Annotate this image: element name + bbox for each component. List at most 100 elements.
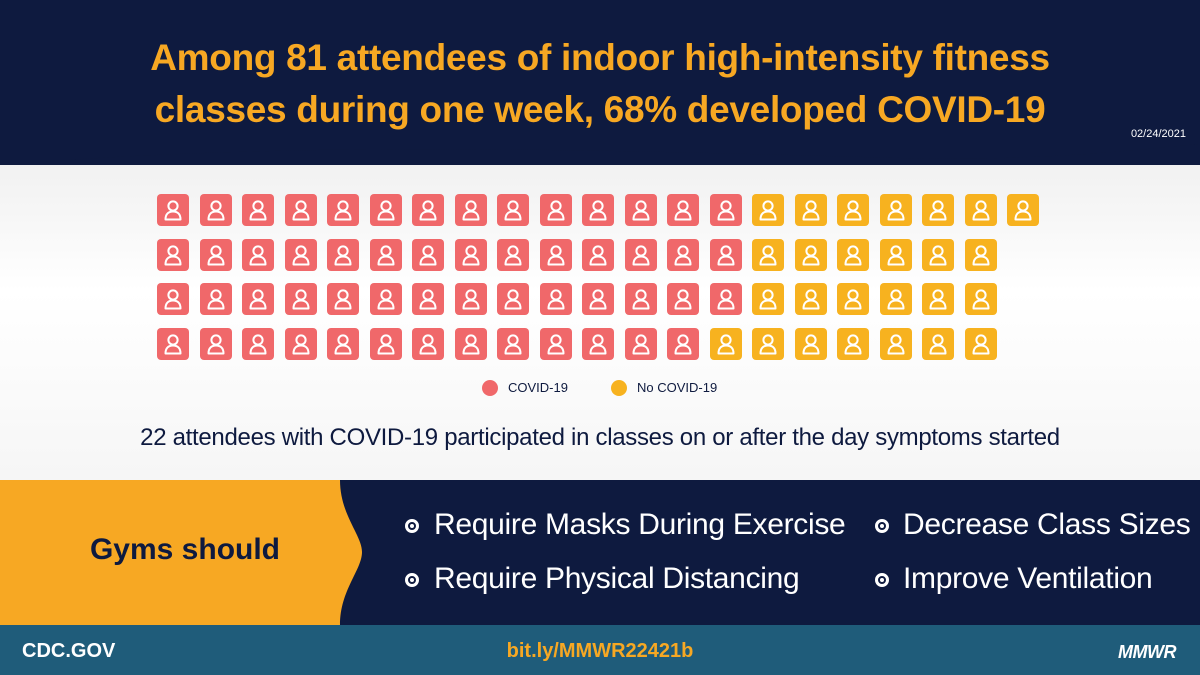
person-icon-no-covid (964, 283, 997, 315)
person-icon-covid (157, 194, 189, 226)
person-icon-covid (327, 194, 359, 226)
person-icon-covid (242, 238, 274, 271)
person-icon-covid (667, 327, 699, 360)
person-icon-covid (667, 194, 699, 226)
footer-cdc-link[interactable]: CDC.GOV (22, 640, 116, 662)
person-icon-covid (667, 238, 699, 271)
reco-ventilation: Improve Ventilation (903, 562, 1153, 595)
legend-label-no-covid: No COVID-19 (637, 380, 718, 395)
person-icon-covid (709, 238, 742, 271)
person-icon-no-covid (794, 238, 827, 271)
person-icon-no-covid (922, 283, 954, 315)
person-icon-covid (582, 194, 614, 226)
person-icon-covid (497, 327, 529, 360)
person-icon-covid (667, 283, 699, 315)
person-icon-no-covid (879, 194, 912, 226)
person-icon-covid (369, 194, 402, 226)
person-icon-covid (369, 283, 402, 315)
person-icon-covid (242, 283, 274, 315)
person-icon-covid (284, 283, 317, 315)
person-icon-no-covid (964, 238, 997, 271)
person-icon-covid (284, 194, 317, 226)
person-icon-no-covid (752, 327, 784, 360)
person-icon-no-covid (964, 327, 997, 360)
person-icon-no-covid (837, 194, 869, 226)
person-icon-covid (624, 238, 657, 271)
person-icon-covid (539, 238, 572, 271)
person-icon-no-covid (794, 327, 827, 360)
person-icon-covid (157, 327, 189, 360)
gyms-should-panel (0, 480, 370, 625)
gyms-should-heading: Gyms should (89, 533, 281, 566)
person-icon-covid (412, 238, 444, 271)
page-title: Among 81 attendees of indoor high-intens… (80, 32, 1120, 136)
person-icon-covid (369, 238, 402, 271)
wave-divider (0, 140, 1200, 165)
person-icon-no-covid (794, 194, 827, 226)
person-icon-covid (454, 194, 487, 226)
mmwr-logo: MMWR (1118, 642, 1176, 662)
bullet-icon (875, 519, 889, 533)
footer-bar (0, 625, 1200, 675)
person-icon-covid (199, 238, 232, 271)
legend: COVID-19 No COVID-19 (0, 378, 1200, 398)
header-banner: Among 81 attendees of indoor high-intens… (0, 0, 1200, 165)
footer-report-link[interactable]: bit.ly/MMWR22421b (506, 640, 694, 662)
person-icon-covid (624, 194, 657, 226)
person-icon-no-covid (879, 327, 912, 360)
icon-array (157, 194, 1057, 374)
legend-dot-covid (482, 380, 498, 396)
person-icon-covid (412, 194, 444, 226)
person-icon-no-covid (879, 283, 912, 315)
person-icon-covid (454, 283, 487, 315)
person-icon-covid (157, 238, 189, 271)
person-icon-covid (624, 283, 657, 315)
legend-dot-no-covid (611, 380, 627, 396)
legend-label-covid: COVID-19 (508, 380, 568, 395)
person-icon-covid (497, 194, 529, 226)
title-line-1: Among 81 attendees of indoor high-intens… (150, 37, 1050, 78)
person-icon-covid (284, 238, 317, 271)
person-icon-no-covid (879, 238, 912, 271)
person-icon-covid (199, 283, 232, 315)
person-icon-covid (497, 238, 529, 271)
person-icon-no-covid (922, 238, 954, 271)
title-line-2: classes during one week, 68% developed C… (154, 89, 1046, 130)
person-icon-no-covid (752, 194, 784, 226)
person-icon-covid (242, 327, 274, 360)
person-icon-covid (242, 194, 274, 226)
reco-masks: Require Masks During Exercise (434, 508, 846, 541)
person-icon-no-covid (922, 194, 954, 226)
person-icon-covid (709, 194, 742, 226)
person-icon-covid (369, 327, 402, 360)
person-icon-no-covid (837, 283, 869, 315)
bullet-icon (405, 573, 419, 587)
person-icon-covid (582, 283, 614, 315)
person-icon-covid (412, 283, 444, 315)
person-icon-covid (327, 283, 359, 315)
reco-distancing: Require Physical Distancing (434, 562, 800, 595)
person-icon-covid (199, 194, 232, 226)
person-icon-no-covid (752, 283, 784, 315)
person-icon-covid (582, 238, 614, 271)
reco-class-sizes: Decrease Class Sizes (903, 508, 1191, 541)
person-icon-covid (199, 327, 232, 360)
person-icon-no-covid (964, 194, 997, 226)
bullet-icon (405, 519, 419, 533)
person-icon-no-covid (794, 283, 827, 315)
person-icon-no-covid (709, 327, 742, 360)
person-icon-covid (624, 327, 657, 360)
person-icon-covid (454, 238, 487, 271)
bullet-icon (875, 573, 889, 587)
person-icon-covid (327, 327, 359, 360)
person-icon-covid (327, 238, 359, 271)
person-icon-covid (539, 327, 572, 360)
person-icon-covid (454, 327, 487, 360)
person-icon-covid (582, 327, 614, 360)
person-icon-no-covid (922, 327, 954, 360)
person-icon-no-covid (837, 238, 869, 271)
person-icon-no-covid (1007, 194, 1039, 226)
publication-date: 02/24/2021 (1130, 128, 1186, 140)
person-icon-covid (284, 327, 317, 360)
person-icon-no-covid (752, 238, 784, 271)
